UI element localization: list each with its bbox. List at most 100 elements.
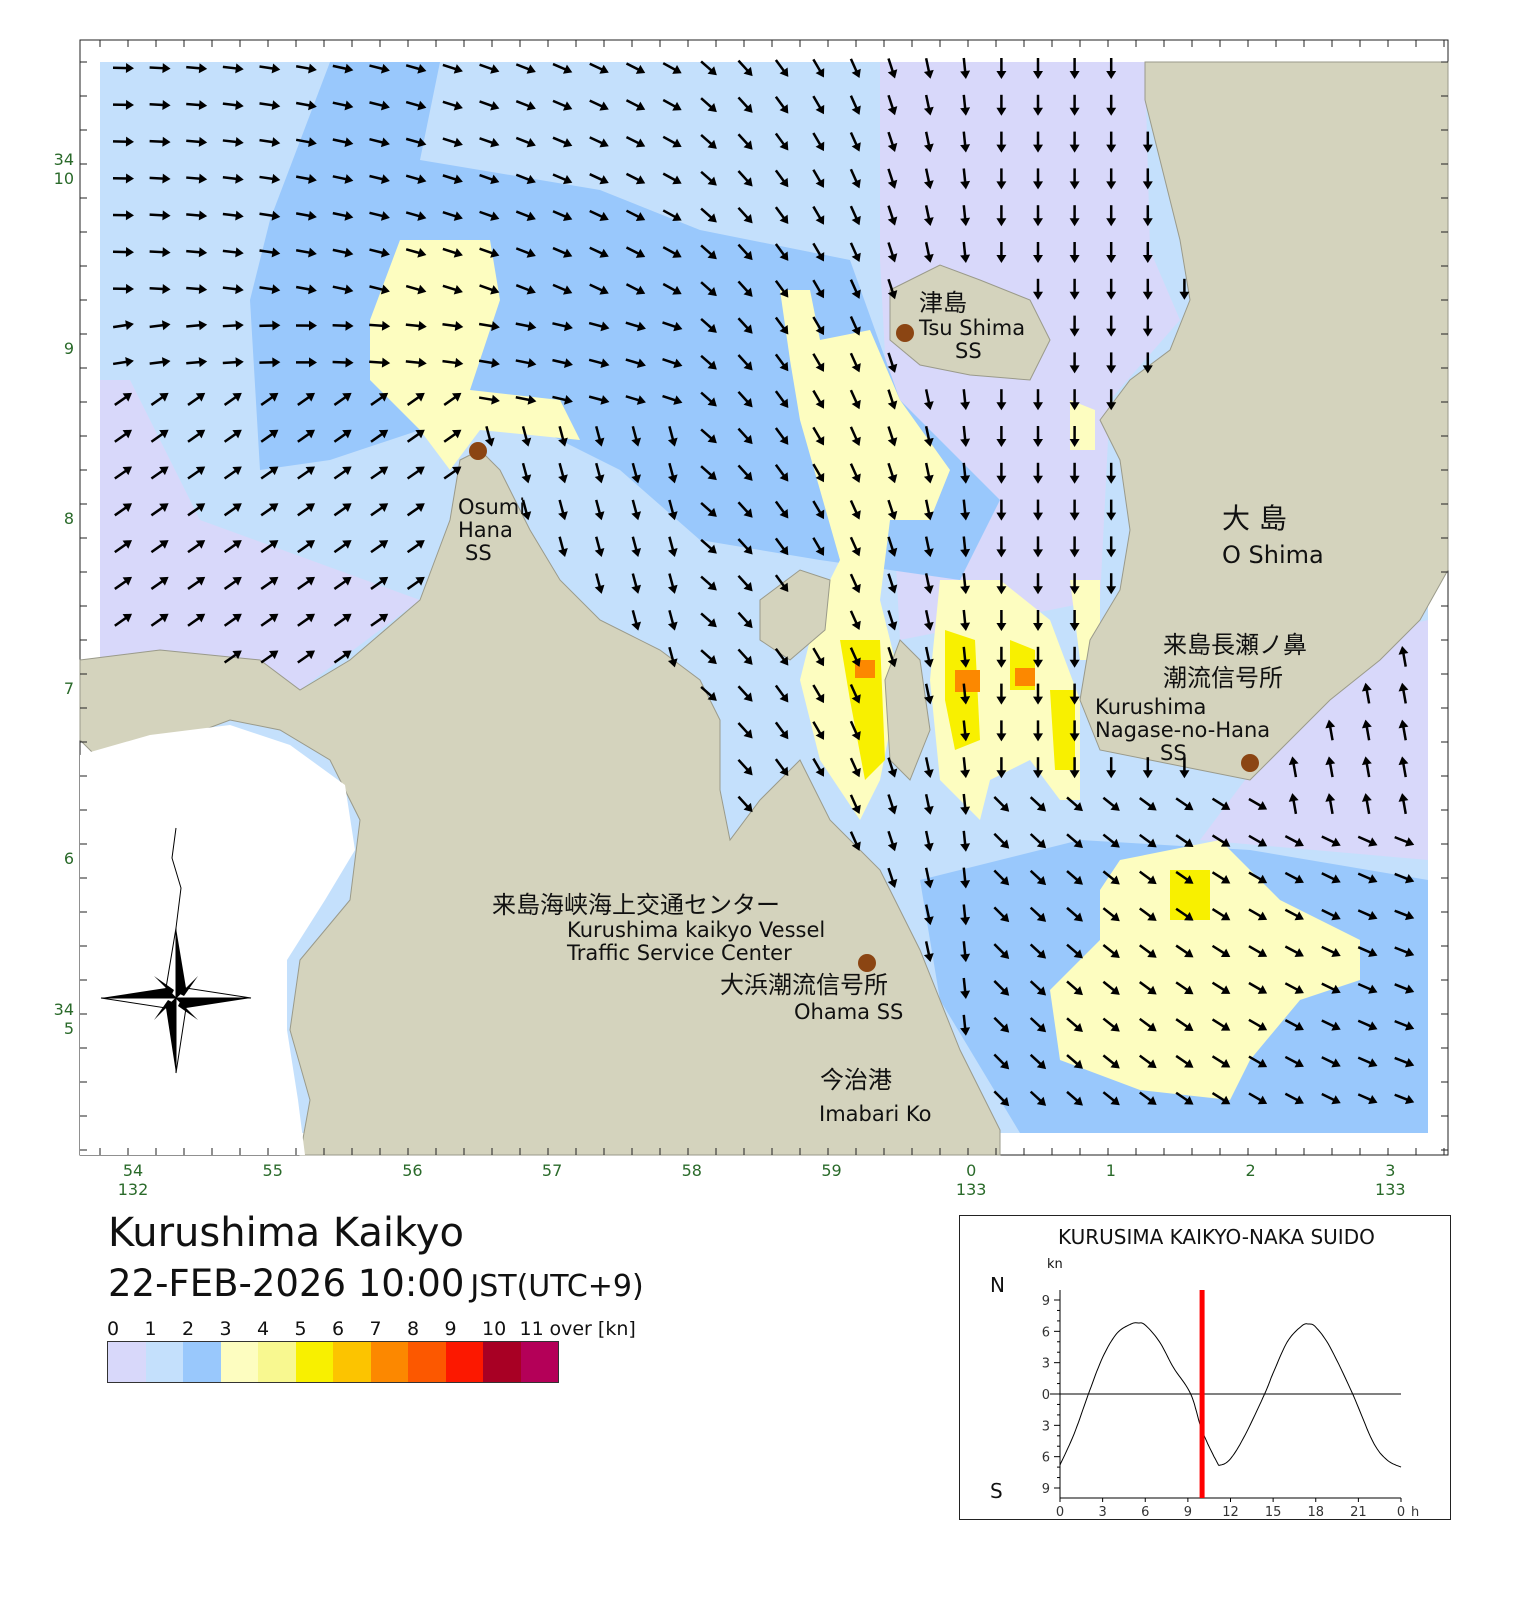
current-arrow	[737, 685, 753, 702]
current-arrow	[849, 242, 861, 263]
current-arrow	[1106, 499, 1117, 521]
current-arrow	[1033, 573, 1043, 595]
current-arrow	[812, 279, 825, 299]
current-arrow	[1102, 796, 1120, 811]
current-arrow	[1029, 796, 1047, 812]
current-arrow	[589, 62, 609, 74]
current-arrow	[442, 284, 463, 295]
current-arrow	[960, 683, 971, 705]
current-arrow	[812, 463, 825, 483]
current-arrow	[369, 284, 390, 295]
current-arrow	[406, 576, 425, 590]
lon-deg-label: 133	[956, 1180, 987, 1199]
current-arrow	[369, 63, 390, 74]
map-labels: 津島 Tsu Shima SS Osumi Hana SS 大 島 O Shim…	[458, 289, 1324, 1126]
current-arrow	[1033, 94, 1043, 116]
current-arrow	[993, 869, 1010, 886]
current-arrow	[479, 247, 500, 258]
current-arrow	[700, 428, 717, 444]
current-arrow	[996, 58, 1007, 79]
current-arrow	[625, 358, 646, 369]
current-arrow	[369, 100, 390, 111]
current-arrow	[849, 499, 861, 520]
current-arrow	[405, 100, 427, 111]
current-arrow	[1102, 980, 1120, 995]
current-arrow	[625, 172, 646, 185]
current-arrow	[1139, 1054, 1157, 1069]
current-arrow	[332, 137, 354, 148]
current-arrow	[700, 318, 717, 333]
current-arrow	[1175, 1091, 1194, 1105]
current-arrow	[150, 466, 169, 480]
current-arrow	[295, 174, 317, 184]
current-arrow	[667, 536, 678, 558]
map-title: Kurushima Kaikyo	[108, 1210, 464, 1256]
current-arrow	[297, 392, 316, 406]
current-arrow	[960, 720, 971, 742]
current-arrow	[295, 100, 317, 111]
current-arrow	[1106, 573, 1117, 595]
current-arrow	[295, 247, 317, 258]
current-arrow	[187, 540, 206, 554]
current-arrow	[370, 429, 389, 443]
current-arrow	[1033, 720, 1043, 742]
current-arrow	[737, 427, 753, 445]
current-arrow	[186, 357, 208, 368]
current-arrow	[849, 720, 861, 741]
station-marker-ohama	[858, 954, 876, 972]
current-arrow	[1069, 573, 1080, 595]
current-arrow	[700, 134, 717, 149]
current-arrow	[149, 247, 171, 258]
current-arrow	[700, 649, 717, 665]
current-arrow	[1175, 1018, 1194, 1031]
current-arrow	[222, 210, 244, 221]
current-arrow	[370, 540, 389, 554]
current-arrow	[515, 321, 537, 332]
current-arrow	[996, 462, 1007, 484]
current-arrow	[149, 210, 171, 221]
stations	[469, 324, 1259, 972]
current-arrow	[960, 793, 971, 815]
current-arrow	[887, 352, 898, 373]
current-arrow	[1142, 757, 1153, 779]
current-arrow	[260, 392, 279, 406]
current-arrow	[370, 576, 389, 590]
current-arrow	[996, 757, 1007, 779]
current-arrow	[700, 244, 717, 260]
current-arrow	[1139, 1091, 1157, 1105]
compass-rose	[100, 827, 252, 1074]
current-arrow	[993, 980, 1010, 996]
current-arrow	[625, 321, 646, 332]
current-arrow	[552, 136, 573, 148]
current-arrow	[1102, 907, 1120, 922]
current-arrow	[1106, 315, 1117, 337]
lon-tick-label: 2	[1246, 1161, 1256, 1180]
current-arrow	[996, 536, 1007, 558]
current-arrow	[442, 63, 463, 74]
current-arrow	[223, 429, 242, 443]
current-arrow	[700, 97, 717, 113]
current-arrow	[923, 793, 934, 815]
current-arrow	[923, 609, 934, 631]
current-arrow	[1106, 168, 1117, 190]
current-arrow	[1102, 943, 1120, 959]
current-arrow	[589, 209, 609, 221]
current-arrow	[112, 136, 134, 147]
current-arrow	[700, 686, 717, 701]
current-arrow	[1069, 683, 1080, 705]
current-arrow	[1069, 58, 1080, 79]
current-arrow	[223, 392, 242, 406]
current-arrow	[774, 96, 789, 114]
current-arrow	[774, 243, 789, 261]
current-arrow	[774, 280, 789, 298]
label-nagase-en1: Kurushima	[1095, 695, 1206, 719]
lat-deg-label: 34	[54, 150, 74, 169]
current-arrow	[150, 540, 169, 554]
current-arrow	[588, 395, 610, 405]
current-arrow	[1069, 426, 1080, 447]
current-arrow	[1069, 757, 1080, 779]
current-arrow	[114, 429, 133, 443]
tide-y-tick: 3	[1042, 1357, 1050, 1372]
current-arrow	[588, 358, 610, 369]
current-arrow	[812, 316, 825, 336]
